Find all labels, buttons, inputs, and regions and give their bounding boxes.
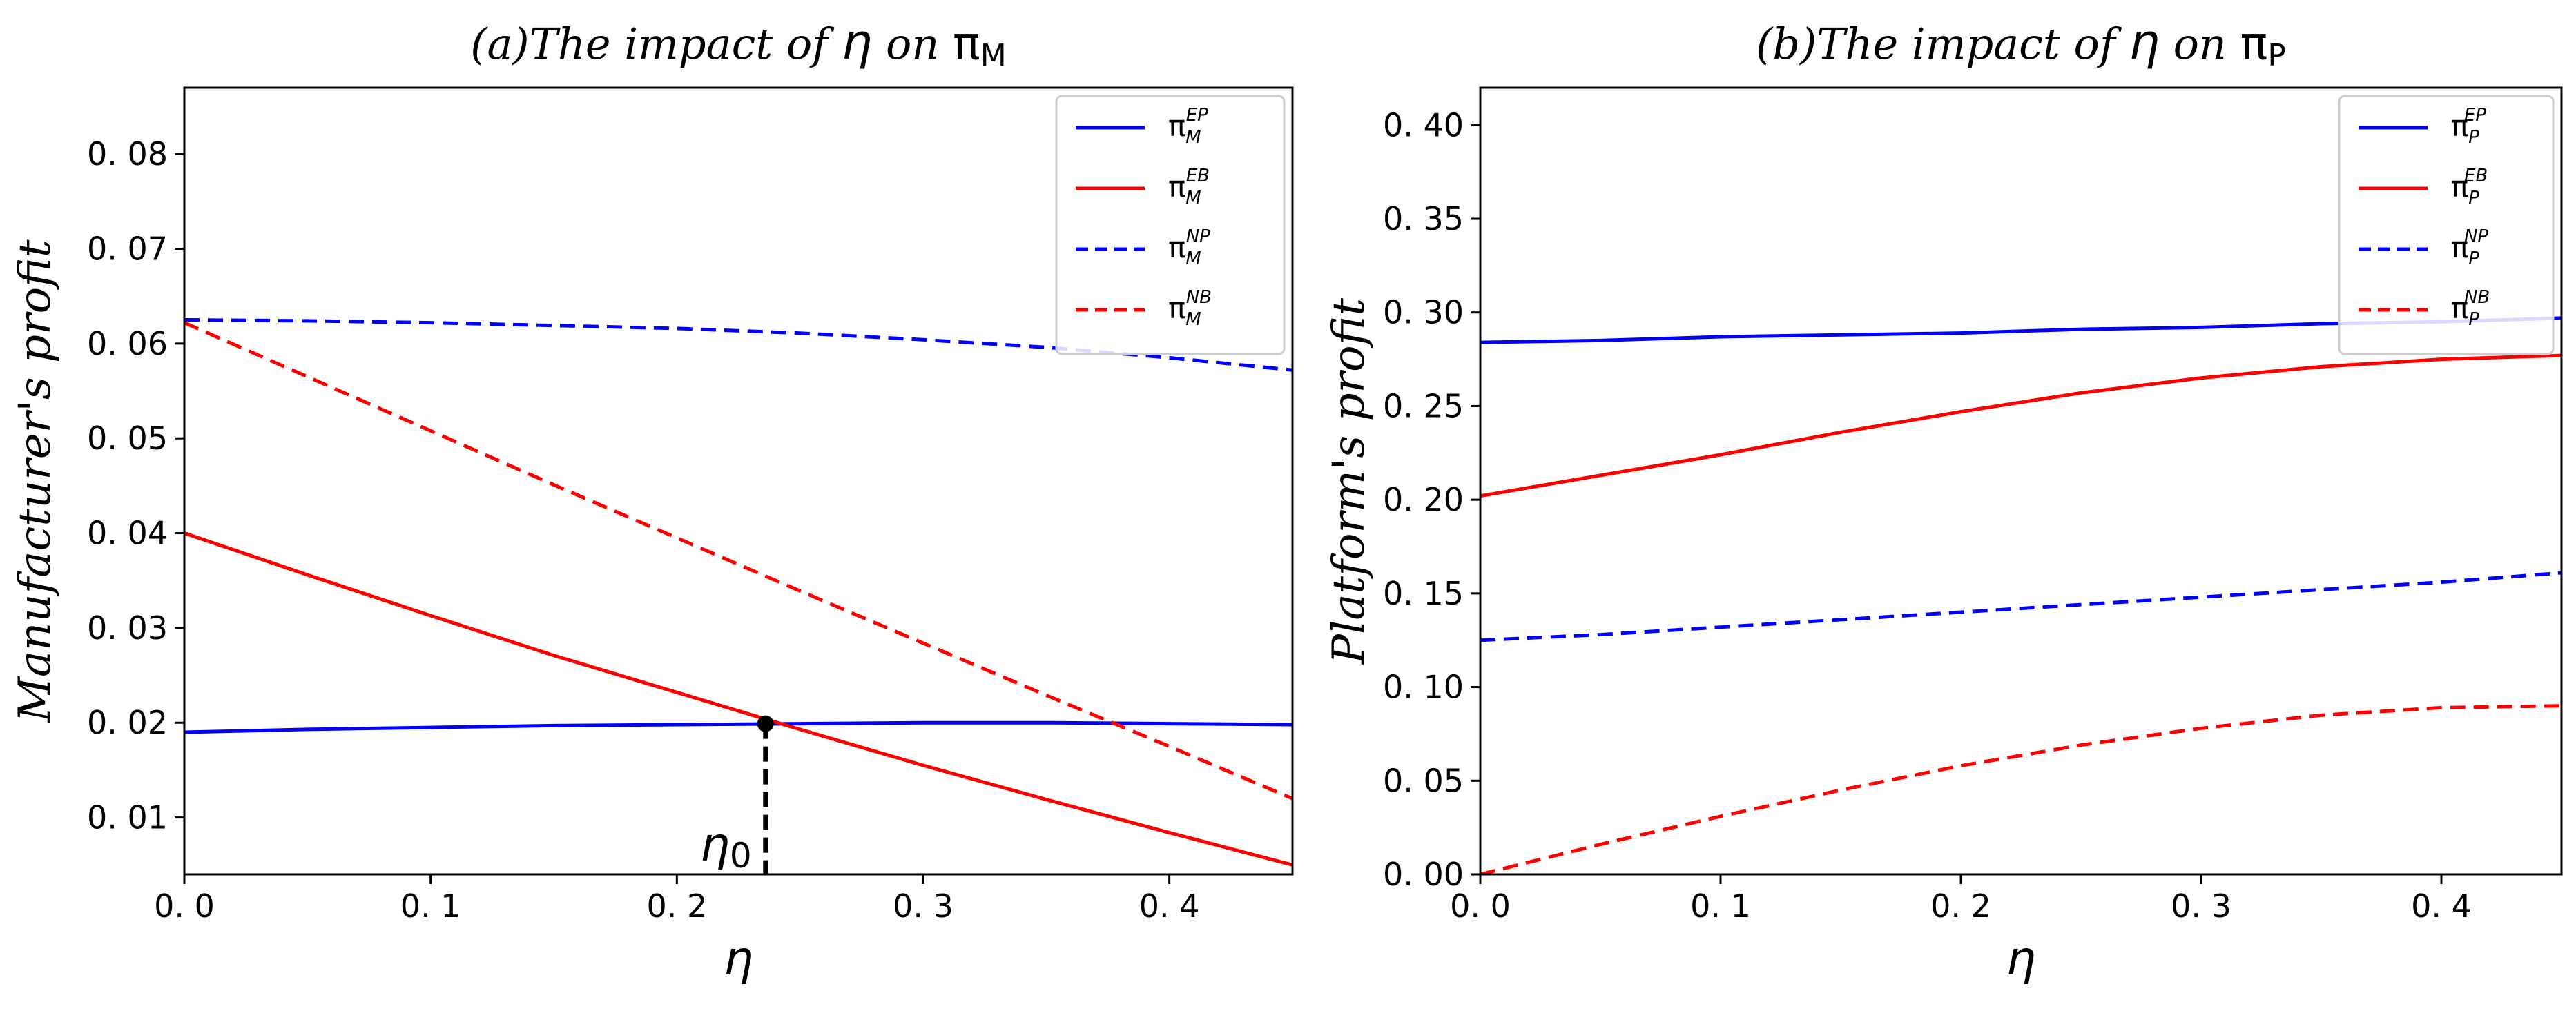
series-line-eb — [1480, 353, 2562, 498]
y-tick-label: 0. 03 — [87, 609, 168, 647]
legend-sub: P — [2468, 309, 2479, 330]
y-tick-label: 0. 25 — [1383, 387, 1464, 424]
series-group — [1480, 316, 2562, 874]
chart-title-text: on — [872, 19, 953, 69]
annotation-eta: η — [700, 818, 730, 872]
legend-sup: NP — [1186, 226, 1210, 247]
panel-b: (b)The impact of η on πP0. 0 0. 1 0. 2 0. 3… — [1324, 14, 2563, 986]
legend-label: πMNP — [1168, 226, 1210, 269]
series-line-eb — [184, 531, 1292, 867]
axes-frame — [1479, 86, 2563, 876]
legend-sub: P — [2468, 248, 2479, 269]
y-tick-label: 0. 05 — [1383, 762, 1464, 799]
series-group — [184, 318, 1292, 867]
y-tick-label: 0. 08 — [87, 135, 168, 173]
x-tick-label: 0. 1 — [400, 887, 461, 925]
legend-sup: EB — [1186, 166, 1210, 186]
legend-pi: π — [2451, 170, 2468, 204]
x-tick-label: 0. 2 — [646, 887, 707, 925]
legend-sup: NB — [1186, 287, 1212, 308]
chart-title-text: (b)The impact of — [1756, 19, 2129, 69]
x-axis-label: η — [2006, 932, 2035, 986]
x-axis-label: η — [724, 932, 753, 986]
y-tick-label: 0. 15 — [1383, 575, 1464, 612]
y-tick-label: 0. 35 — [1383, 200, 1464, 237]
x-tick-label: 0. 4 — [1139, 887, 1200, 925]
legend-pi: π — [1168, 170, 1185, 204]
legend-sub: M — [1185, 188, 1201, 208]
y-tick-label: 0. 02 — [87, 704, 168, 741]
legend-pi: π — [1168, 109, 1185, 143]
legend-pi: π — [2451, 109, 2468, 143]
chart-title: (b)The impact of η on πP — [1756, 14, 2286, 73]
x-tick-label: 0. 3 — [2171, 887, 2231, 925]
y-tick-label: 0. 40 — [1383, 106, 1464, 144]
legend-pi: π — [2451, 291, 2468, 325]
legend-sub: M — [1185, 127, 1201, 148]
y-axis-label: Manufacturer's profit — [10, 239, 61, 723]
y-axis-label: Platform's profit — [1324, 298, 1375, 665]
legend-pi: π — [1168, 230, 1185, 264]
chart-title-text: on — [2160, 19, 2240, 69]
legend-label: πPNP — [2451, 226, 2488, 269]
legend-label: πMNB — [1168, 287, 1212, 330]
legend-box — [2338, 95, 2555, 355]
chart-title-sub: P — [2267, 38, 2286, 73]
y-tick-label: 0. 06 — [87, 325, 168, 362]
legend-label: πMEP — [1168, 105, 1208, 148]
chart-title: (a)The impact of η on πM — [470, 14, 1006, 73]
legend-box — [1055, 95, 1286, 355]
intersection-point — [757, 715, 774, 732]
legend-label: πPNB — [2451, 287, 2490, 330]
x-tick-label: 0. 4 — [2411, 887, 2472, 925]
series-line-ep — [184, 720, 1292, 734]
y-tick-label: 0. 10 — [1383, 669, 1464, 706]
y-tick-label: 0. 30 — [1383, 294, 1464, 331]
chart-title-pi: π — [2240, 17, 2268, 70]
legend-sub: M — [1185, 248, 1201, 269]
legend-sub: M — [1185, 309, 1201, 330]
series-line-nb — [184, 321, 1292, 801]
legend-pi: π — [2451, 230, 2468, 264]
annotation-label: η0 — [700, 818, 752, 876]
legend-sup: NP — [2464, 226, 2488, 247]
series-line-nb — [1480, 704, 2562, 874]
axes-frame — [183, 86, 1294, 876]
legend-sup: NB — [2464, 287, 2490, 308]
chart-title-text: (a)The impact of — [470, 19, 842, 69]
legend-sub: P — [2468, 127, 2479, 148]
y-tick-label: 0. 20 — [1383, 481, 1464, 518]
x-tick-label: 0. 0 — [154, 887, 215, 925]
legend-label: πPEP — [2451, 105, 2486, 148]
x-tick-label: 0. 2 — [1930, 887, 1991, 925]
series-line-np — [1480, 571, 2562, 642]
x-tick-label: 0. 1 — [1690, 887, 1751, 925]
legend-sup: EB — [2464, 166, 2488, 186]
y-tick-label: 0. 04 — [87, 515, 168, 552]
chart-title-eta: η — [842, 14, 872, 70]
legend-sup: EP — [2464, 105, 2486, 126]
y-tick-label: 0. 05 — [87, 420, 168, 457]
legend-label: πMEB — [1168, 166, 1210, 208]
chart-title-sub: M — [980, 38, 1007, 73]
x-tick-label: 0. 3 — [893, 887, 953, 925]
annotation-sub: 0 — [730, 836, 752, 876]
legend-sup: EP — [1186, 105, 1208, 126]
legend-pi: π — [1168, 291, 1185, 325]
y-tick-label: 0. 07 — [87, 230, 168, 267]
chart-title-eta: η — [2129, 14, 2160, 70]
chart-title-pi: π — [953, 17, 980, 70]
x-tick-label: 0. 0 — [1450, 887, 1511, 925]
y-tick-label: 0. 01 — [87, 799, 168, 836]
legend-sub: P — [2468, 188, 2479, 208]
legend-label: πPEB — [2451, 166, 2488, 208]
y-tick-label: 0. 00 — [1383, 856, 1464, 893]
